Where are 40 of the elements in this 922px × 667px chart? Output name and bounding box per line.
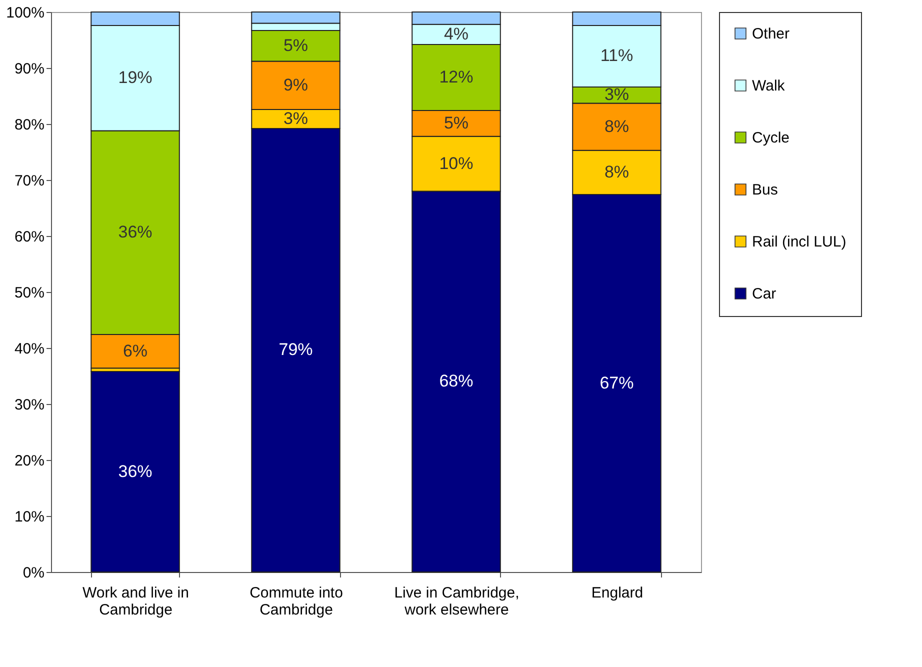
data-label: 4% [444,24,469,44]
data-label: 79% [278,340,313,360]
x-tick-label: Englard [591,584,644,602]
data-label: 6% [122,341,148,360]
legend-label: Bus [752,182,778,198]
y-tick-label: 40% [14,340,44,358]
y-tick-label: 0% [22,564,44,582]
data-label: 8% [604,116,630,136]
y-tick-label: 20% [14,452,44,470]
x-tick-label: Live in Cambridge, work elsewhere [394,584,520,618]
data-label: 10% [439,154,474,173]
data-label: 3% [604,85,630,104]
data-label: 36% [118,462,152,481]
bar [90,371,180,572]
y-tick-label: 70% [14,172,44,190]
data-label: 5% [444,113,469,132]
y-tick-label: 80% [14,116,44,134]
data-label: 5% [283,36,308,55]
data-label: 9% [283,75,308,94]
y-tick-label: 10% [14,508,44,526]
data-label: 36% [118,222,152,242]
data-label: 11% [600,46,634,66]
y-tick-label: 100% [6,4,44,22]
legend-label: Rail (incl LUL) [752,234,846,250]
x-tick-label: Commute into Cambridge [250,584,343,618]
y-tick-label: 30% [14,396,44,414]
y-tick-label: 60% [14,228,44,246]
y-tick-label: 50% [14,284,44,302]
data-label: 3% [283,108,308,128]
legend-label: Car [752,286,776,302]
legend-label: Other [752,26,790,42]
data-label: 19% [118,68,152,88]
data-label: 68% [439,372,474,391]
y-tick-label: 90% [14,60,44,78]
data-label: 67% [600,373,634,392]
data-label: 8% [604,162,630,182]
legend-label: Cycle [752,130,790,146]
legend-label: Walk [752,78,786,94]
data-label: 12% [439,68,474,87]
x-tick-label: Work and live in Cambridge [82,584,189,618]
